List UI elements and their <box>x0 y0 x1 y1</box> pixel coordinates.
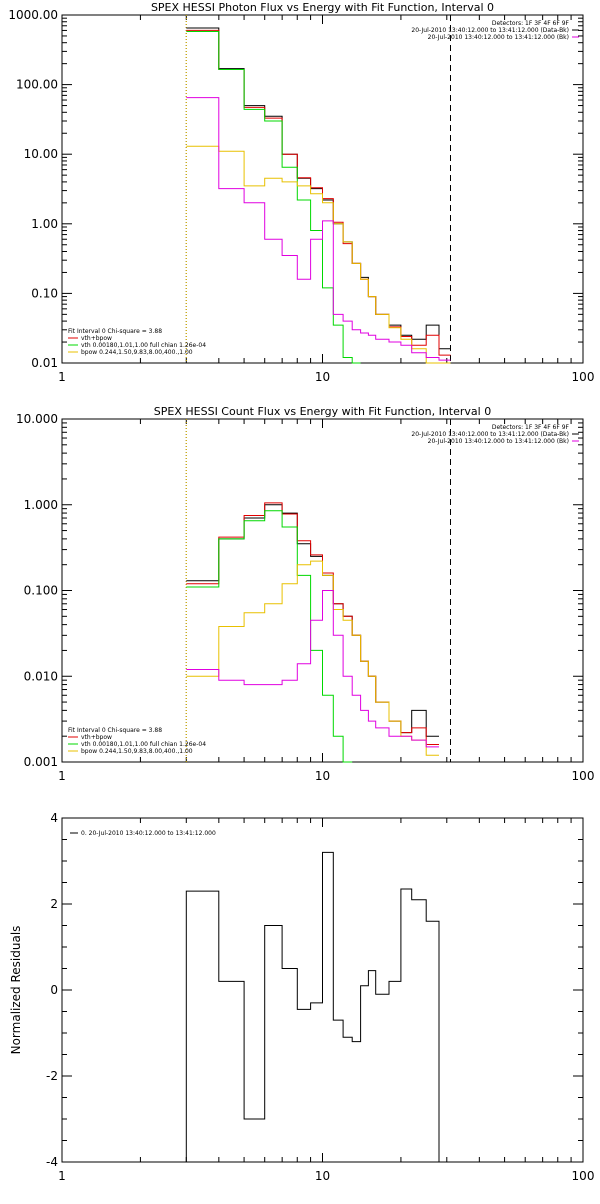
header-text: 20-Jul-2010 13:40:12.000 to 13:41:12.000… <box>411 431 569 438</box>
x-tick-label: 10 <box>315 769 330 783</box>
header-text: 20-Jul-2010 13:40:12.000 to 13:41:12.000… <box>428 438 569 445</box>
legend-label: 0. 20-Jul-2010 13:40:12.000 to 13:41:12.… <box>81 830 216 837</box>
y-tick-label: 2 <box>50 897 58 911</box>
legend-title: Fit Interval 0 Chi-square = 3.88 <box>68 727 162 734</box>
legend-label: bpow 0.244,1.50,9.83,8.00,400.,1.00 <box>81 748 193 755</box>
y-tick-label: -4 <box>46 1155 58 1169</box>
y-tick-label: 10.000 <box>16 412 58 426</box>
header-text: Detectors: 1F 3F 4F 6F 9F <box>492 20 570 27</box>
y-tick-label: 0 <box>50 983 58 997</box>
y-axis-label: Normalized Residuals <box>9 926 23 1055</box>
legend-label: vth 0.00180,1.01,1.00 full chian 1.26e-0… <box>81 342 206 349</box>
x-tick-label: 1 <box>58 1169 66 1183</box>
header-text: 20-Jul-2010 13:40:12.000 to 13:41:12.000… <box>411 27 569 34</box>
legend-label: vth+bpow <box>81 734 112 741</box>
series-vth <box>186 510 353 763</box>
series-bk <box>186 590 439 748</box>
y-tick-label: 1.000 <box>24 498 58 512</box>
x-tick-label: 100 <box>572 1169 595 1183</box>
y-tick-label: 10.00 <box>24 147 58 161</box>
y-tick-label: 1.00 <box>31 217 58 231</box>
chart-title: SPEX HESSI Count Flux vs Energy with Fit… <box>154 405 491 418</box>
y-tick-label: 0.10 <box>31 286 58 300</box>
y-tick-label: 4 <box>50 811 58 825</box>
chart-title: SPEX HESSI Photon Flux vs Energy with Fi… <box>151 1 494 14</box>
x-tick-label: 100 <box>572 769 595 783</box>
series-0-20-jul-2010-13-40-12-000-to-13-41-12-000 <box>185 851 440 1162</box>
x-tick-label: 10 <box>315 370 330 384</box>
y-tick-label: 0.100 <box>24 584 58 598</box>
y-tick-label: -2 <box>46 1069 58 1083</box>
legend-label: bpow 0.244,1.50,9.83,8.00,400.,1.00 <box>81 349 193 356</box>
legend-title: Fit Interval 0 Chi-square = 3.88 <box>68 328 162 335</box>
series-vth <box>186 31 361 364</box>
header-text: 20-Jul-2010 13:40:12.000 to 13:41:12.000… <box>428 34 569 41</box>
y-tick-label: 0.001 <box>24 755 58 769</box>
series-bpow <box>186 560 439 756</box>
series-bk <box>186 97 451 361</box>
y-tick-label: 0.01 <box>31 356 58 370</box>
header-text: Detectors: 1F 3F 4F 6F 9F <box>492 424 570 431</box>
x-tick-label: 1 <box>58 769 66 783</box>
x-tick-label: 1 <box>58 370 66 384</box>
y-tick-label: 1000.00 <box>8 8 58 22</box>
y-tick-label: 100.00 <box>16 78 58 92</box>
x-tick-label: 100 <box>572 370 595 384</box>
series-vth-bpow <box>186 29 451 356</box>
y-tick-label: 0.010 <box>24 669 58 683</box>
x-tick-label: 10 <box>315 1169 330 1183</box>
legend-label: vth+bpow <box>81 335 112 342</box>
series-bpow <box>186 145 451 364</box>
legend-label: vth 0.00180,1.01,1.00 full chian 1.26e-0… <box>81 741 206 748</box>
